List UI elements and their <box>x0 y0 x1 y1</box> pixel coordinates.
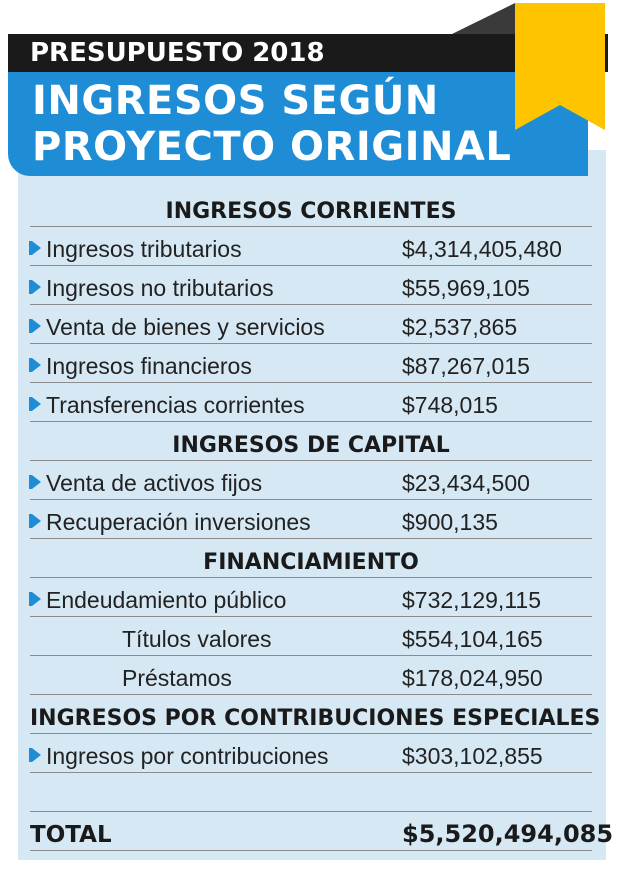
total-value: $5,520,494,085 <box>402 820 614 848</box>
bullet-icon <box>29 319 41 333</box>
title-box <box>8 72 588 176</box>
bullet-icon <box>29 241 41 255</box>
row-value: $2,537,865 <box>402 314 518 340</box>
table-row: Ingresos por contribuciones $303,102,855 <box>29 734 592 773</box>
table-row: Endeudamiento público $732,129,115 <box>29 578 592 617</box>
row-value: $303,102,855 <box>402 743 543 769</box>
row-value: $4,314,405,480 <box>402 236 562 262</box>
total-label: TOTAL <box>30 822 112 848</box>
table-row: Títulos valores $554,104,165 <box>30 617 592 656</box>
row-label: Recuperación inversiones <box>46 509 311 535</box>
row-label: Ingresos por contribuciones <box>46 743 329 769</box>
bullet-icon <box>29 397 41 411</box>
row-label: Títulos valores <box>122 626 272 652</box>
section-title: INGRESOS POR CONTRIBUCIONES ESPECIALES <box>30 706 601 731</box>
row-label: Ingresos no tributarios <box>46 275 274 301</box>
table-row: Recuperación inversiones $900,135 <box>29 500 592 539</box>
row-value: $732,129,115 <box>402 587 541 613</box>
row-value: $900,135 <box>402 509 498 535</box>
table-row: Transferencias corrientes $748,015 <box>29 383 592 422</box>
section-ingresos-capital: INGRESOS DE CAPITAL <box>30 422 592 461</box>
row-label: Endeudamiento público <box>46 587 287 613</box>
section-title: INGRESOS CORRIENTES <box>165 199 457 224</box>
title-line-2: PROYECTO ORIGINAL <box>32 124 512 170</box>
row-label: Ingresos tributarios <box>46 236 242 262</box>
row-label: Préstamos <box>122 665 232 691</box>
bullet-icon <box>29 514 41 528</box>
table-panel <box>18 150 606 860</box>
row-label: Venta de bienes y servicios <box>46 314 325 340</box>
bullet-icon <box>29 358 41 372</box>
bookmark-ribbon-front-icon <box>515 34 605 130</box>
section-title: INGRESOS DE CAPITAL <box>172 433 450 458</box>
row-value: $748,015 <box>402 392 498 418</box>
table-row: Ingresos financieros $87,267,015 <box>29 344 592 383</box>
kicker-text: PRESUPUESTO 2018 <box>30 38 325 68</box>
bullet-icon <box>29 748 41 762</box>
table-row: Ingresos tributarios $4,314,405,480 <box>29 227 592 266</box>
total-row: TOTAL $5,520,494,085 <box>30 810 613 851</box>
bullet-icon <box>29 475 41 489</box>
row-value: $55,969,105 <box>402 275 530 301</box>
divider <box>30 811 592 812</box>
table-row: Ingresos no tributarios $55,969,105 <box>29 266 592 305</box>
section-ingresos-corrientes: INGRESOS CORRIENTES <box>30 188 592 227</box>
bullet-icon <box>29 280 41 294</box>
bullet-icon <box>29 592 41 606</box>
row-value: $87,267,015 <box>402 353 530 379</box>
row-value: $23,434,500 <box>402 470 530 496</box>
row-value: $178,024,950 <box>402 665 543 691</box>
section-contribuciones: INGRESOS POR CONTRIBUCIONES ESPECIALES <box>30 695 601 734</box>
table-row: Venta de bienes y servicios $2,537,865 <box>29 305 592 344</box>
table-row: Préstamos $178,024,950 <box>30 656 592 695</box>
row-label: Venta de activos fijos <box>46 470 263 496</box>
section-title: FINANCIAMIENTO <box>203 550 419 575</box>
section-financiamiento: FINANCIAMIENTO <box>30 539 592 578</box>
kicker-bar: PRESUPUESTO 2018 <box>8 34 608 72</box>
row-label: Ingresos financieros <box>46 353 252 379</box>
title-line-1: INGRESOS SEGÚN <box>32 78 439 124</box>
row-value: $554,104,165 <box>402 626 543 652</box>
row-label: Transferencias corrientes <box>46 392 305 418</box>
table-row: Venta de activos fijos $23,434,500 <box>29 461 592 500</box>
